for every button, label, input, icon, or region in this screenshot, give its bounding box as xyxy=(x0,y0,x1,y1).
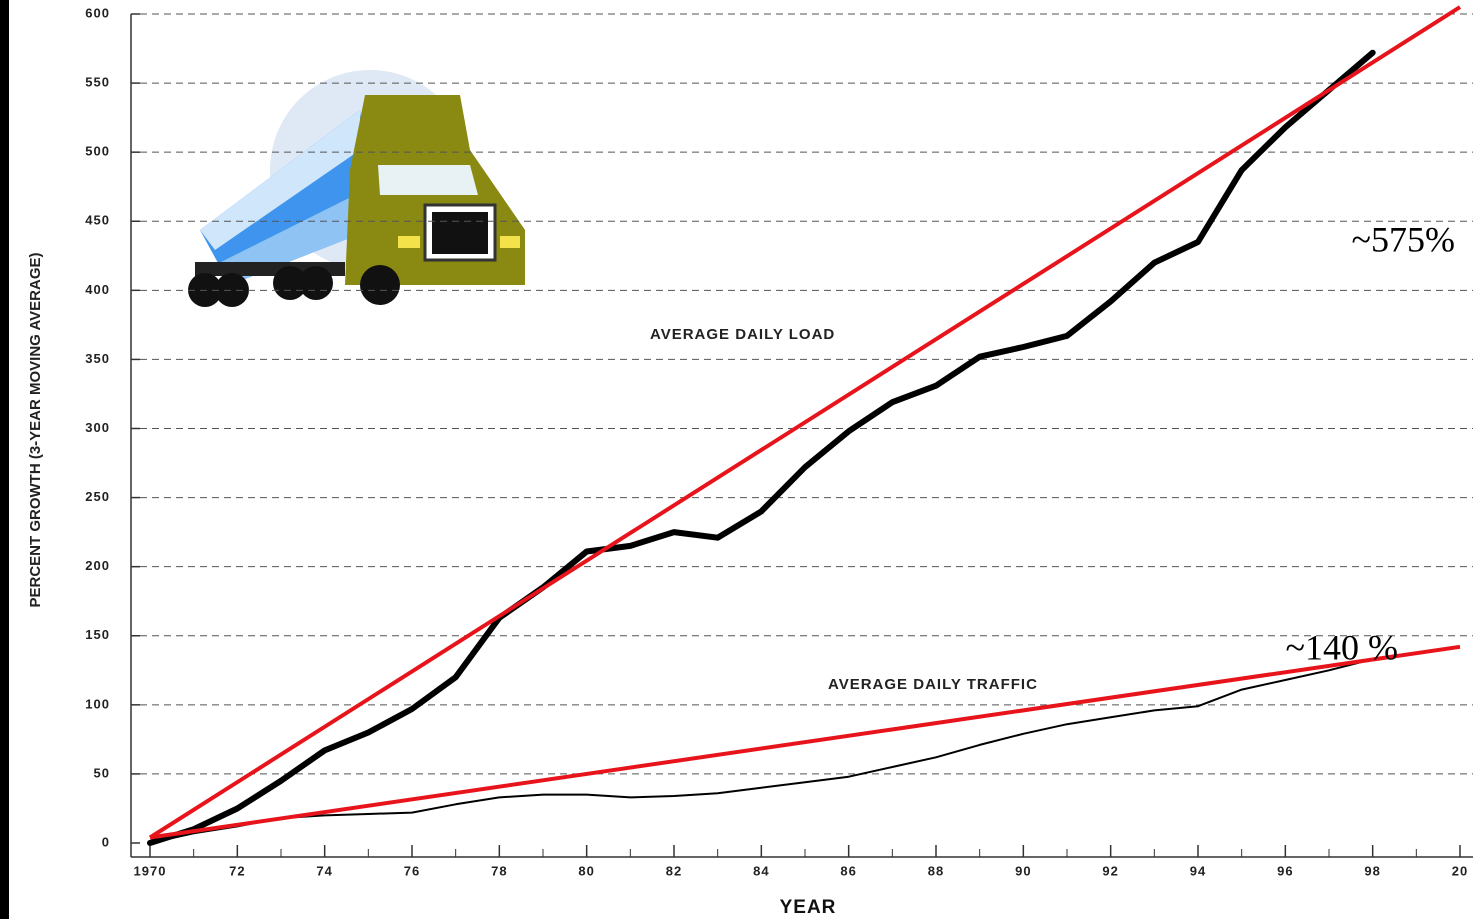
y-axis-label: PERCENT GROWTH (3-YEAR MOVING AVERAGE) xyxy=(27,252,44,607)
x-tick-label: 80 xyxy=(578,863,594,878)
y-tick-label: 550 xyxy=(85,75,110,90)
x-tick-label: 1970 xyxy=(134,863,167,878)
annotation: ~140 % xyxy=(1286,627,1398,667)
x-tick-label: 92 xyxy=(1102,863,1118,878)
y-tick-label: 150 xyxy=(85,627,110,642)
y-tick-label: 500 xyxy=(85,144,110,159)
y-tick-label: 450 xyxy=(85,213,110,228)
x-tick-label: 90 xyxy=(1015,863,1031,878)
y-tick-label: 350 xyxy=(85,351,110,366)
x-tick-label: 98 xyxy=(1364,863,1380,878)
x-axis-label: YEAR xyxy=(780,897,837,918)
x-tick-label: 20 xyxy=(1452,863,1468,878)
annotation: ~575% xyxy=(1352,219,1455,259)
x-tick-label: 72 xyxy=(229,863,245,878)
y-tick-label: 400 xyxy=(85,282,110,297)
y-tick-label: 0 xyxy=(102,834,110,849)
x-tick-label: 78 xyxy=(491,863,507,878)
series-label: AVERAGE DAILY LOAD xyxy=(650,326,835,343)
y-tick-label: 250 xyxy=(85,489,110,504)
x-tick-label: 84 xyxy=(753,863,769,878)
y-tick-label: 600 xyxy=(85,5,110,20)
chart: PERCENT GROWTH (3-YEAR MOVING AVERAGE) Y… xyxy=(0,0,1473,919)
y-tick-label: 100 xyxy=(85,696,110,711)
y-tick-label: 200 xyxy=(85,558,110,573)
x-tick-label: 74 xyxy=(316,863,332,878)
x-tick-label: 86 xyxy=(840,863,856,878)
y-tick-label: 300 xyxy=(85,420,110,435)
y-tick-label: 50 xyxy=(94,765,110,780)
page: PERCENT GROWTH (3-YEAR MOVING AVERAGE) Y… xyxy=(0,0,1473,919)
x-tick-label: 94 xyxy=(1190,863,1206,878)
scan-edge xyxy=(0,0,9,919)
x-tick-label: 88 xyxy=(928,863,944,878)
truck-illustration xyxy=(188,70,525,307)
series-label: AVERAGE DAILY TRAFFIC xyxy=(828,676,1038,693)
x-tick-label: 82 xyxy=(666,863,682,878)
x-tick-label: 96 xyxy=(1277,863,1293,878)
x-tick-label: 76 xyxy=(404,863,420,878)
